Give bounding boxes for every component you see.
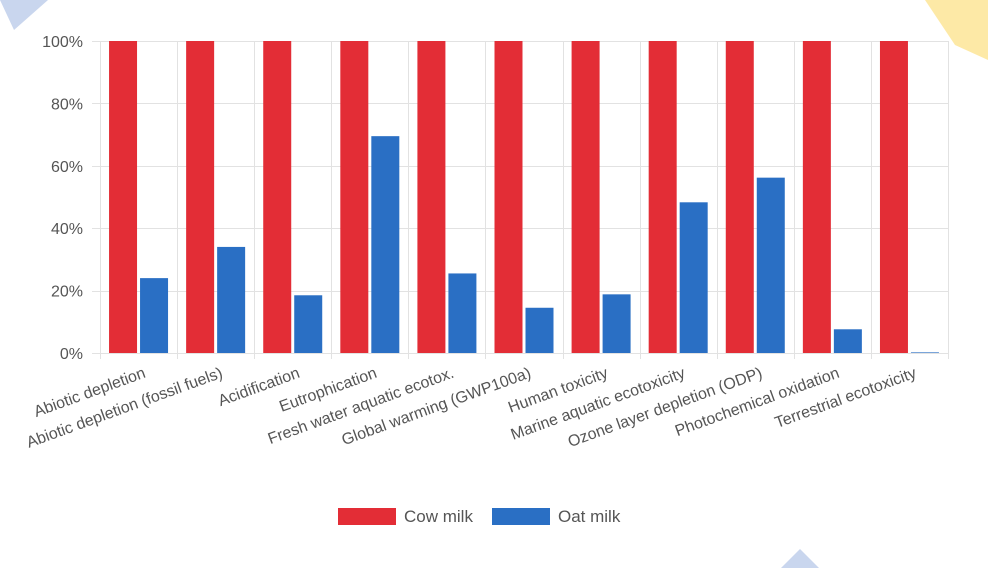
decor-yellow-diamond-top-right: [925, 0, 988, 60]
y-tick-label: 100%: [42, 34, 83, 51]
bar-cow-milk[interactable]: [263, 41, 292, 353]
y-tick-label: 40%: [51, 221, 83, 238]
y-tick-label: 60%: [51, 159, 83, 176]
bar-oat-milk[interactable]: [602, 294, 631, 353]
legend-label[interactable]: Oat milk: [558, 507, 621, 526]
y-axis-tick-labels: 0% 20% 40% 60% 80% 100%: [42, 34, 83, 363]
bar-oat-milk[interactable]: [371, 136, 400, 353]
bar-cow-milk[interactable]: [648, 41, 677, 353]
bar-oat-milk[interactable]: [833, 329, 862, 353]
legend[interactable]: Cow milk Oat milk: [338, 507, 621, 526]
bar-oat-milk[interactable]: [217, 246, 246, 353]
bar-oat-milk[interactable]: [294, 295, 323, 353]
bar-cow-milk[interactable]: [725, 41, 754, 353]
decor-blue-triangle-bottom: [781, 549, 819, 568]
bar-oat-milk[interactable]: [756, 177, 785, 353]
bar-oat-milk[interactable]: [910, 352, 939, 353]
bar-cow-milk[interactable]: [494, 41, 523, 353]
bar-cow-milk[interactable]: [109, 41, 138, 353]
x-category-label: Terrestrial ecotoxicity: [773, 365, 919, 432]
y-tick-label: 80%: [51, 96, 83, 113]
bar-cow-milk[interactable]: [879, 41, 908, 353]
y-tick-label: 20%: [51, 284, 83, 301]
bar-oat-milk[interactable]: [525, 307, 554, 353]
legend-swatch[interactable]: [338, 508, 396, 525]
legend-label[interactable]: Cow milk: [404, 507, 473, 526]
bar-cow-milk[interactable]: [802, 41, 831, 353]
bars: [109, 41, 939, 353]
bar-cow-milk[interactable]: [417, 41, 446, 353]
bar-oat-milk[interactable]: [448, 273, 477, 353]
bar-cow-milk[interactable]: [571, 41, 600, 353]
bar-oat-milk[interactable]: [679, 202, 708, 353]
decor-blue-triangle-top-left: [0, 0, 48, 30]
y-tick-label: 0%: [60, 346, 83, 363]
bar-cow-milk[interactable]: [186, 41, 215, 353]
bar-cow-milk[interactable]: [340, 41, 369, 353]
bar-oat-milk[interactable]: [140, 278, 169, 353]
legend-swatch[interactable]: [492, 508, 550, 525]
